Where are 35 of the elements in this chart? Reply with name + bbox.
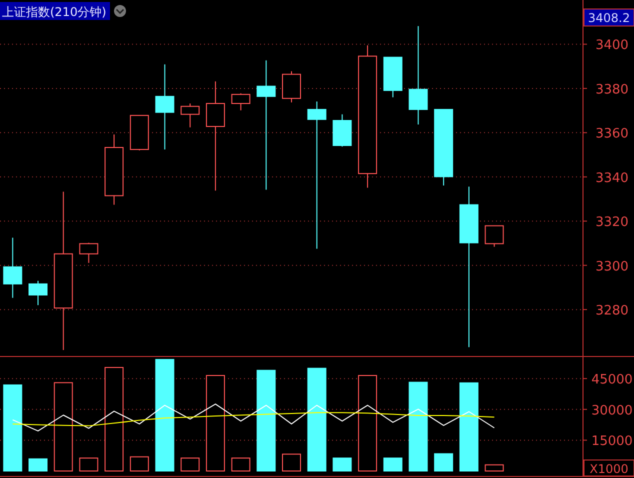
y-tick-label: 3300 bbox=[595, 259, 629, 274]
chart-title: 上证指数(210分钟) bbox=[2, 5, 106, 19]
line-series bbox=[12, 404, 495, 432]
bar bbox=[231, 458, 250, 472]
bar bbox=[332, 458, 352, 472]
bar bbox=[130, 456, 149, 472]
y-tick-label: 3400 bbox=[595, 38, 629, 54]
bar bbox=[54, 382, 73, 472]
bar bbox=[155, 358, 174, 472]
y-tick-label: 30000 bbox=[591, 403, 633, 418]
bar bbox=[408, 382, 428, 472]
y-tick-label: 15000 bbox=[591, 434, 633, 450]
line-series bbox=[12, 412, 495, 426]
bar bbox=[104, 366, 124, 472]
bar bbox=[180, 458, 200, 472]
y-tick-label: 3320 bbox=[595, 215, 629, 230]
y-tick-label: 3280 bbox=[595, 304, 629, 319]
y-tick-label: 45000 bbox=[591, 372, 633, 388]
bar bbox=[28, 458, 48, 472]
bar bbox=[206, 374, 225, 472]
bar bbox=[434, 453, 454, 472]
y-tick-label: 3380 bbox=[595, 82, 629, 98]
y-tick-label: 3340 bbox=[595, 170, 629, 186]
bar bbox=[3, 384, 22, 472]
y-tick-label: 3360 bbox=[595, 126, 629, 142]
text: X1000 bbox=[590, 462, 628, 476]
bar bbox=[307, 368, 326, 472]
bar bbox=[358, 374, 378, 472]
bar bbox=[484, 464, 504, 472]
bar bbox=[282, 454, 301, 472]
bar bbox=[383, 458, 402, 472]
bar bbox=[256, 370, 276, 472]
bar bbox=[459, 382, 478, 472]
bar bbox=[79, 458, 98, 472]
text: 3408.2 bbox=[588, 11, 630, 25]
